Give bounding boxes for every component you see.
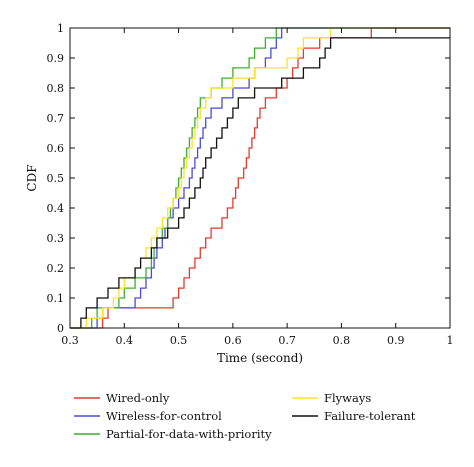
legend-label-partial-for-data-with-priority: Partial-for-data-with-priority [106,427,272,441]
y-axis-title: CDF [25,164,39,191]
legend-label-failure-tolerant: Failure-tolerant [324,409,416,423]
x-tick-label: 0.6 [224,334,242,347]
x-axis-title: Time (second) [217,351,303,365]
series-line-partial-for-data-with-priority [70,27,450,329]
y-tick-label: 0.9 [47,52,65,65]
y-axis: 0 0.1 0.2 0.3 0.4 0.5 0.6 0.7 0.8 0.9 1 [47,22,450,335]
y-tick-label: 0.5 [47,172,65,185]
x-tick-label: 0.8 [333,334,351,347]
series-line-failure-tolerant [70,37,450,329]
x-tick-label: 0.9 [387,334,405,347]
x-tick-label: 0.3 [61,334,79,347]
x-tick-label: 0.7 [278,334,296,347]
y-tick-label: 0.2 [47,262,65,275]
y-tick-label: 0.3 [47,232,65,245]
y-tick-label: 0.8 [47,82,65,95]
y-tick-label: 0.7 [47,112,65,125]
series-layer [70,27,450,329]
y-tick-label: 0.1 [47,292,65,305]
y-tick-label: 0 [57,322,64,335]
plot-background [70,28,450,328]
x-axis: 0.3 0.4 0.5 0.6 0.7 0.8 0.9 1 [61,28,454,347]
x-tick-label: 0.4 [116,334,134,347]
y-tick-label: 0.6 [47,142,65,155]
legend-label-wired-only: Wired-only [106,391,170,405]
y-tick-label: 1 [57,22,64,35]
y-tick-label: 0.4 [47,202,65,215]
x-tick-label: 1 [447,334,454,347]
legend-label-flyways: Flyways [324,391,371,405]
legend: Wired-only Wireless-for-control Partial-fo… [74,391,416,441]
legend-label-wireless-for-control: Wireless-for-control [106,409,222,423]
x-tick-label: 0.5 [170,334,188,347]
